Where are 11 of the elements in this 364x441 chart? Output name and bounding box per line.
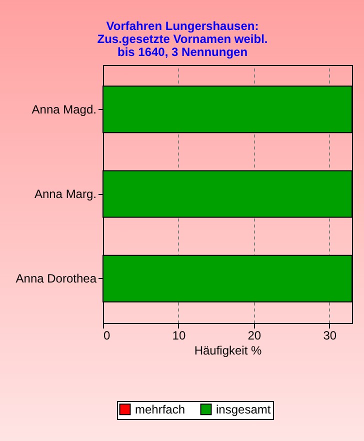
x-tick-label: 0 [104,328,110,342]
y-tick-label: Anna Marg. [34,187,96,201]
chart-title: Vorfahren Lungershausen: Zus.gesetzte Vornamen weibl. bis 1640, 3 Nennungen [97,19,268,59]
y-tick-label: Anna Magd. [32,102,96,116]
y-tick-label: Anna Dorothea [16,272,97,286]
x-tick-label: 10 [172,328,186,342]
x-tick-label: 20 [248,328,262,342]
x-axis-title: Häufigkeit % [194,344,262,358]
legend-label: mehrfach [135,402,186,416]
x-tick-label: 30 [323,328,337,342]
legend-label: insgesamt [216,402,272,416]
